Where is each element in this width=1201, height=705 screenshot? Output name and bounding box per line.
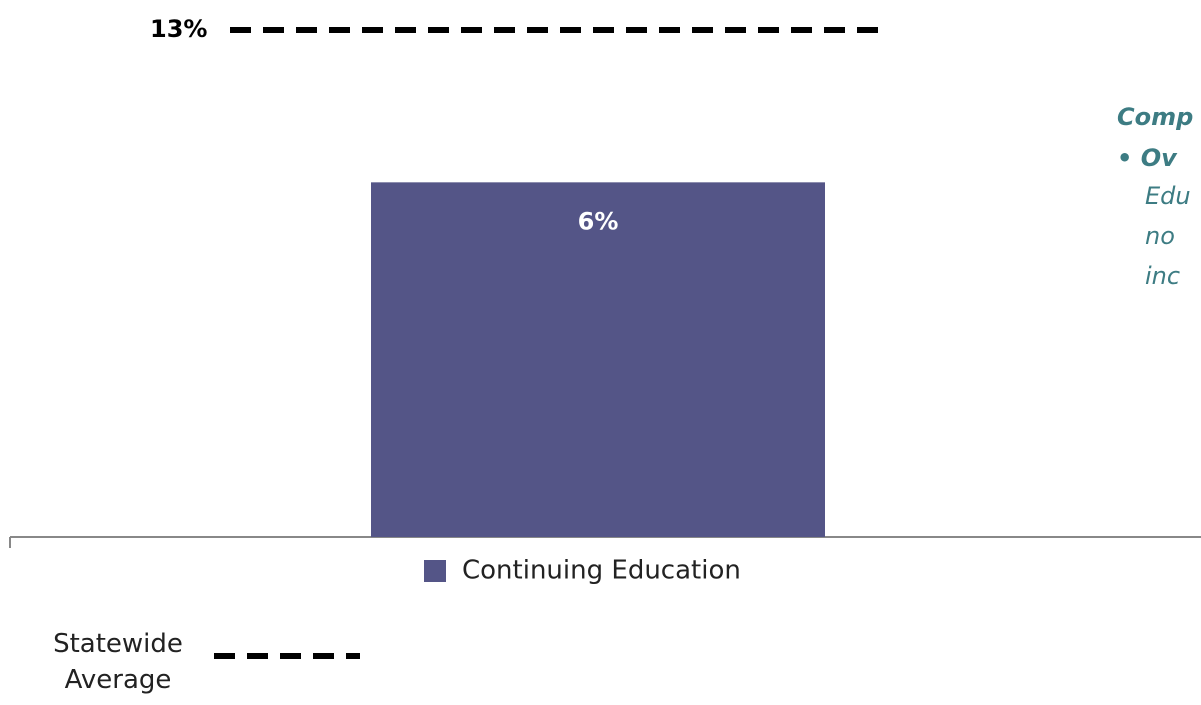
bar xyxy=(371,182,825,538)
legend-label: Continuing Education xyxy=(462,556,741,586)
note: inc xyxy=(1145,262,1180,290)
note: • Ov xyxy=(1117,144,1178,172)
note: no xyxy=(1145,222,1175,250)
reference-label: 13% xyxy=(150,15,207,43)
legend-label: Statewide Average xyxy=(53,629,183,695)
note: Comp xyxy=(1117,103,1193,131)
note: Edu xyxy=(1145,182,1191,210)
value-label: 6% xyxy=(578,207,619,235)
legend-swatch xyxy=(424,560,446,582)
